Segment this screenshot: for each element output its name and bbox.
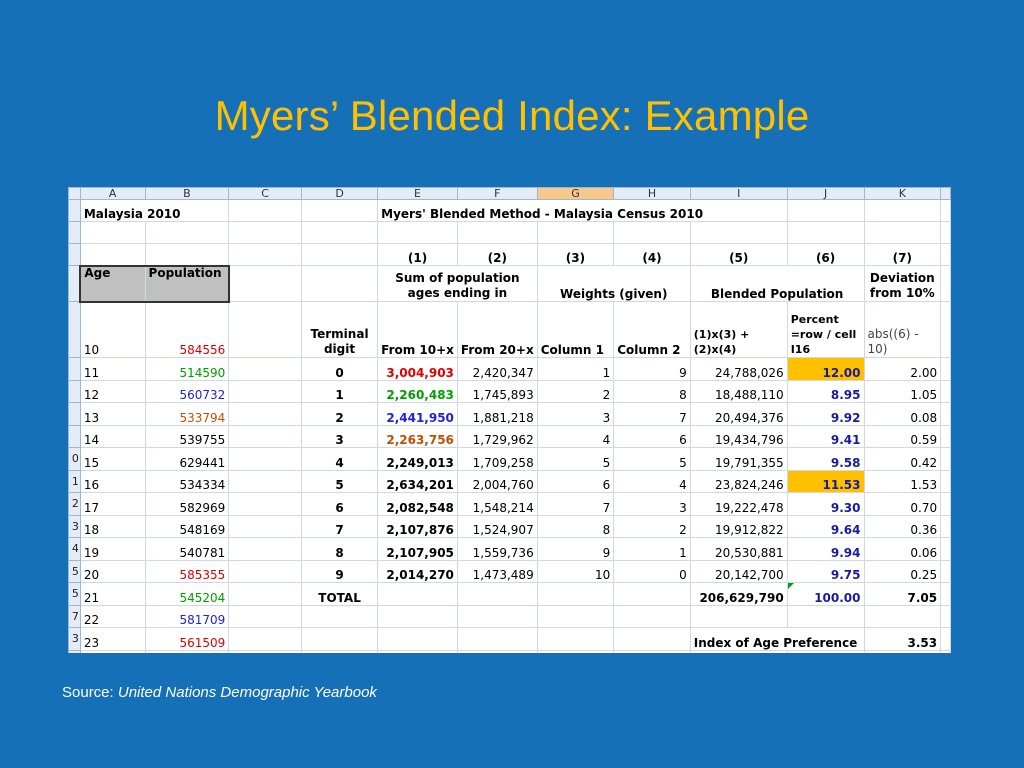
- col-number-5[interactable]: (5): [689, 243, 788, 266]
- table-row: 4 19 540781 8 2,107,905 1,559,736 9 1 20…: [68, 537, 951, 561]
- deviation-header[interactable]: Deviation from 10%: [863, 265, 942, 302]
- table-row: 11 514590 0 3,004,903 2,420,347 1 9 24,7…: [68, 357, 951, 381]
- terminal-digit-header[interactable]: Terminal digit: [300, 301, 379, 358]
- blended-population-header[interactable]: Blended Population: [689, 265, 865, 302]
- index-label[interactable]: Index of Age Preference: [689, 627, 865, 651]
- highlighted-cell[interactable]: 12.00: [786, 357, 865, 381]
- col-number-2[interactable]: (2): [456, 243, 538, 266]
- source-text: United Nations Demographic Yearbook: [117, 684, 377, 701]
- source-label: Source:: [62, 684, 114, 701]
- col-header-i[interactable]: I: [689, 187, 788, 200]
- population-cell[interactable]: 584556: [144, 300, 230, 358]
- col-number-4[interactable]: (4): [613, 243, 691, 266]
- col-header-d[interactable]: D: [300, 187, 379, 200]
- col-header-h[interactable]: H: [613, 187, 691, 200]
- col-number-7[interactable]: (7): [863, 243, 942, 266]
- column-2-header[interactable]: Column 2: [613, 301, 691, 358]
- col-header-e[interactable]: E: [377, 187, 458, 200]
- total-label[interactable]: TOTAL: [300, 582, 379, 606]
- weights-header[interactable]: Weights (given): [536, 265, 691, 302]
- table-row: 12 560732 1 2,260,483 1,745,893 2 8 18,4…: [68, 379, 951, 403]
- table-row: [68, 649, 951, 653]
- formula-header[interactable]: (1)x(3) + (2)x(4): [689, 301, 788, 358]
- source-note: Source: United Nations Demographic Yearb…: [62, 684, 377, 701]
- column-1-header[interactable]: Column 1: [536, 301, 615, 358]
- subheader-row: 10 584556 Terminal digit From 10+x From …: [68, 300, 951, 358]
- data-table: A B C D E F G H I J K Malaysia 2010 Myer…: [68, 187, 951, 653]
- table-row: 0 15 629441 4 2,249,013 1,709,258 5 5 19…: [68, 447, 951, 471]
- table-row: 3 18 548169 7 2,107,876 1,524,907 8 2 19…: [68, 514, 951, 538]
- sheet-country-title[interactable]: Malaysia 2010: [79, 199, 230, 222]
- highlighted-cell[interactable]: 11.53: [786, 469, 865, 493]
- from-20-header[interactable]: From 20+x: [456, 301, 538, 358]
- index-value[interactable]: 3.53: [863, 627, 942, 651]
- table-row: 7 22 581709: [68, 604, 951, 628]
- col-header-b[interactable]: B: [144, 187, 230, 200]
- col-header-f[interactable]: F: [456, 187, 538, 200]
- population-header[interactable]: Population: [144, 264, 230, 302]
- table-row: [68, 221, 951, 244]
- table-row: 2 17 582969 6 2,082,548 1,548,214 7 3 19…: [68, 492, 951, 516]
- total-row: 5 21 545204 TOTAL 206,629,790 100.00 7.0…: [68, 582, 951, 606]
- abs-header[interactable]: abs((6) - 10): [863, 301, 942, 358]
- index-row: 3 23 561509 Index of Age Preference 3.53: [68, 627, 951, 651]
- total-deviation[interactable]: 7.05: [863, 582, 942, 606]
- total-percent[interactable]: 100.00: [786, 582, 865, 606]
- table-row: 1 16 534334 5 2,634,201 2,004,760 6 4 23…: [68, 469, 951, 493]
- col-number-6[interactable]: (6): [786, 243, 865, 266]
- sum-population-header[interactable]: Sum of population ages ending in: [377, 265, 538, 302]
- column-header-row: A B C D E F G H I J K: [68, 187, 951, 200]
- table-row: 14 539755 3 2,263,756 1,729,962 4 6 19,4…: [68, 424, 951, 448]
- table-row: Malaysia 2010 Myers' Blended Method - Ma…: [68, 199, 951, 222]
- table-row: 5 20 585355 9 2,014,270 1,473,489 10 0 2…: [68, 559, 951, 583]
- spreadsheet: A B C D E F G H I J K Malaysia 2010 Myer…: [68, 187, 951, 653]
- method-title[interactable]: Myers' Blended Method - Malaysia Census …: [377, 199, 788, 222]
- col-header-c[interactable]: C: [228, 187, 302, 200]
- select-all-corner[interactable]: [68, 187, 81, 200]
- header-row: Age Population Sum of population ages en…: [68, 264, 951, 302]
- col-header-a[interactable]: A: [79, 187, 146, 200]
- col-number-3[interactable]: (3): [536, 243, 615, 266]
- table-row: 13 533794 2 2,441,950 1,881,218 3 7 20,4…: [68, 402, 951, 426]
- total-blended[interactable]: 206,629,790: [689, 582, 788, 606]
- age-header[interactable]: Age: [79, 264, 146, 302]
- col-number-1[interactable]: (1): [377, 243, 458, 266]
- percent-header[interactable]: Percent =row / cell I16: [786, 301, 865, 358]
- age-cell[interactable]: 10: [79, 300, 146, 358]
- col-header-g[interactable]: G: [536, 187, 615, 200]
- slide-title: Myers’ Blended Index: Example: [214, 92, 810, 139]
- col-header-j[interactable]: J: [786, 187, 865, 200]
- col-header-k[interactable]: K: [863, 187, 942, 200]
- column-number-row: (1) (2) (3) (4) (5) (6) (7): [68, 243, 951, 266]
- from-10-header[interactable]: From 10+x: [377, 301, 458, 358]
